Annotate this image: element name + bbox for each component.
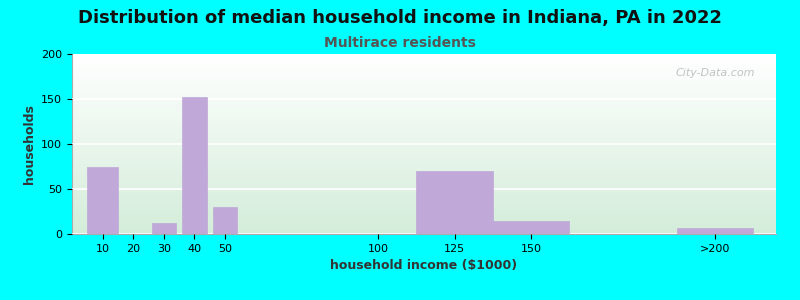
Bar xyxy=(87,167,118,234)
Bar xyxy=(151,223,176,234)
Bar xyxy=(677,228,753,234)
X-axis label: household income ($1000): household income ($1000) xyxy=(330,259,518,272)
Text: Distribution of median household income in Indiana, PA in 2022: Distribution of median household income … xyxy=(78,9,722,27)
Bar xyxy=(182,97,206,234)
Bar xyxy=(416,171,493,234)
Bar xyxy=(213,207,238,234)
Text: City-Data.com: City-Data.com xyxy=(675,68,755,78)
Text: Multirace residents: Multirace residents xyxy=(324,36,476,50)
Bar xyxy=(493,221,570,234)
Y-axis label: households: households xyxy=(22,104,35,184)
